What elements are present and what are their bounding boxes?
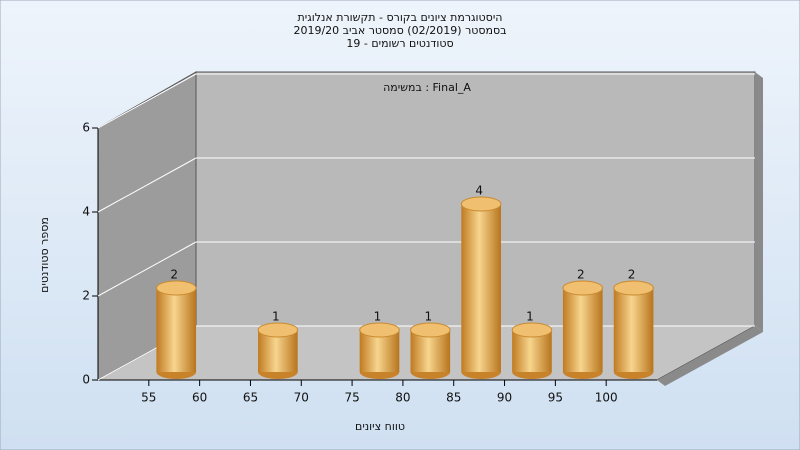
x-axis-label: טווח ציונים (355, 420, 405, 433)
x-tick-label: 70 (294, 391, 309, 405)
chart-subtitle: סטודנטים רשומים - 19 (346, 37, 453, 50)
bar-cap (511, 322, 553, 338)
y-axis-label: מספר סטודנטים (38, 217, 51, 293)
bar-base (156, 372, 197, 379)
data-label: 1 (374, 310, 382, 324)
bar-base (613, 372, 654, 379)
bar-base (359, 372, 400, 380)
data-label: 1 (272, 310, 280, 324)
bar-cap (359, 322, 400, 338)
bar-base (258, 372, 298, 380)
wall-edge (755, 72, 763, 332)
annotation: במשימה : Final_A (383, 81, 471, 94)
bar-cap (155, 280, 197, 296)
x-tick-label: 60 (192, 391, 207, 405)
x-tick-label: 75 (344, 391, 359, 405)
bar-cap (460, 196, 502, 212)
bar-cap (257, 322, 299, 338)
floor-edge (657, 326, 763, 386)
x-tick-label: 85 (446, 391, 461, 405)
data-label: 1 (526, 310, 534, 324)
bar-base (512, 372, 552, 380)
y-tick-label: 4 (82, 205, 90, 219)
y-tick-label: 0 (82, 373, 90, 387)
bar-base (410, 372, 451, 380)
bar-base (562, 372, 603, 380)
data-label: 2 (577, 268, 585, 282)
bar-cap (409, 322, 451, 338)
chart-title: היסטוגרמת ציונים בקורס - תקשורת אנלוגית (298, 11, 503, 24)
x-tick-label: 80 (395, 391, 410, 405)
bar-base (461, 372, 501, 380)
y-tick-label: 6 (82, 121, 90, 135)
y-tick-label: 2 (82, 289, 90, 303)
data-label: 4 (475, 184, 483, 198)
data-label: 2 (628, 268, 636, 282)
data-label: 1 (424, 310, 432, 324)
bar (613, 288, 654, 372)
bar-cap (562, 280, 604, 296)
bar-cap (613, 280, 654, 296)
grid-line (97, 241, 197, 297)
x-tick-label: 55 (141, 391, 156, 405)
bar (156, 288, 197, 372)
bar (461, 204, 501, 372)
x-tick-label: 65 (243, 391, 258, 405)
data-label: 2 (170, 268, 178, 282)
chart-subtitle: בסמסטר (02/2019) סמסטר אביב 2019/20 (293, 24, 506, 37)
x-tick-label: 90 (497, 391, 512, 405)
x-tick-label: 95 (548, 391, 563, 405)
grid-line (97, 157, 197, 213)
bar (562, 288, 603, 372)
grid-line (97, 73, 197, 129)
x-tick-label: 100 (595, 391, 618, 405)
